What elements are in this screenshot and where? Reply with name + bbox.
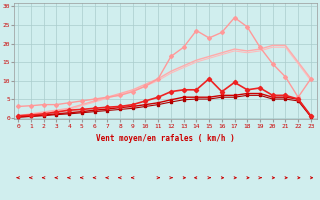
X-axis label: Vent moyen/en rafales ( km/h ): Vent moyen/en rafales ( km/h ) [96, 134, 235, 143]
